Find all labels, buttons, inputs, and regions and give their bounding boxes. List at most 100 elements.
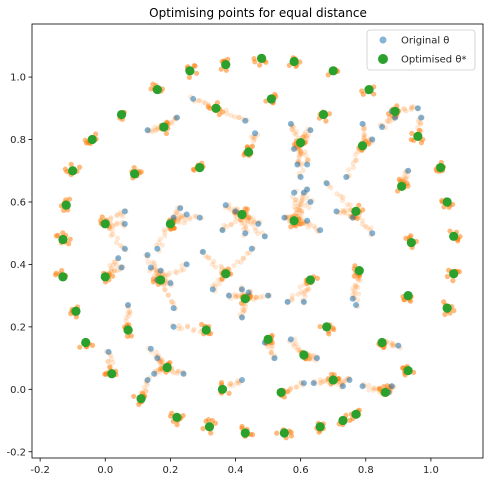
trajectory-point [291,204,297,210]
trajectory-point [240,255,246,261]
optimised-point [357,141,368,151]
trajectory-point [171,370,177,376]
trajectory-point [295,206,301,213]
trajectory-point [328,185,334,191]
trajectory-point [356,202,362,208]
trajectory-point [306,286,312,292]
trajectory-point [403,108,409,114]
trajectory-point [66,196,73,202]
trajectory-point [231,291,238,297]
trajectory-point [297,151,303,157]
optimised-point [152,84,162,95]
original-point [245,289,252,296]
trajectory-point [376,385,383,392]
trajectory-point [342,378,348,384]
trajectory-point [402,175,408,181]
trajectory-point [123,315,129,321]
original-point [307,198,314,205]
original-point [239,314,246,321]
original-point [349,214,356,221]
trajectory-point [196,98,202,104]
trajectory-point [128,333,134,339]
optimised-point [243,147,254,157]
trajectory-point [230,382,236,389]
trajectory-point [293,197,299,203]
optimised-point [61,200,71,210]
trajectory-point [354,297,361,303]
trajectory-point [226,390,232,396]
trajectory-point [302,129,309,135]
trajectory-point [295,291,301,297]
original-point [388,383,395,390]
trajectory-point [219,276,225,282]
optimised-point [237,209,247,220]
original-point [310,380,317,387]
trajectory-point [390,341,396,347]
optimised-point [289,56,299,67]
trajectory-point [295,344,301,350]
original-point [167,280,174,287]
trajectory-point [351,273,357,279]
trajectory-point [251,136,257,142]
trajectory-point [176,322,182,329]
trajectory-point [172,269,179,275]
optimised-point [100,272,110,282]
trajectory-point [300,134,306,140]
trajectory-point [218,263,224,269]
trajectory-point [126,313,132,319]
y-tick-label: 0.0 [10,385,26,396]
original-point [369,136,376,143]
trajectory-point [361,134,367,140]
trajectory-point [175,368,181,374]
original-point [297,173,304,180]
trajectory-point [247,219,253,225]
optimised-point [116,109,127,120]
original-point [300,189,307,196]
trajectory-point [159,357,165,363]
optimised-point [406,237,416,248]
trajectory-point [180,412,186,419]
trajectory-point [159,242,165,248]
trajectory-point [257,294,264,301]
trajectory-point [293,384,300,390]
trajectory-point [212,264,218,270]
chart-title: Optimising points for equal distance [149,6,367,20]
trajectory-point [205,104,211,110]
trajectory-point [120,213,126,219]
trajectory-point [361,127,367,133]
trajectory-point [149,127,155,133]
trajectory-point [289,296,295,302]
trajectory-point [361,132,368,138]
x-axis: -0.2 0.0 0.2 0.4 0.6 0.8 1.0 [30,458,439,476]
trajectory-point [145,259,151,265]
trajectory-point [111,268,118,274]
original-point [304,217,311,224]
trajectory-point [346,167,352,173]
original-point [121,245,128,252]
trajectory-point [82,137,88,143]
original-point [287,120,294,127]
trajectory-point [123,318,129,324]
trajectory-point [154,126,160,132]
trajectory-point [352,290,358,296]
original-point [183,261,190,268]
trajectory-point [227,380,234,386]
optimised-point [413,131,423,142]
y-tick-label: -0.2 [6,447,26,458]
optimised-point [380,387,390,398]
trajectory-point [317,380,323,386]
trajectory-point [384,118,390,125]
trajectory-point [113,240,120,246]
original-point [154,245,161,252]
trajectory-point [107,262,113,269]
trajectory-point [173,209,179,215]
trajectory-point [296,155,302,161]
trajectory-point [167,270,173,276]
trajectory-point [298,199,304,205]
trajectory-point [67,236,73,242]
trajectory-point [359,88,365,94]
trajectory-point [289,126,295,133]
trajectory-point [205,254,211,261]
trajectory-point [171,301,177,307]
